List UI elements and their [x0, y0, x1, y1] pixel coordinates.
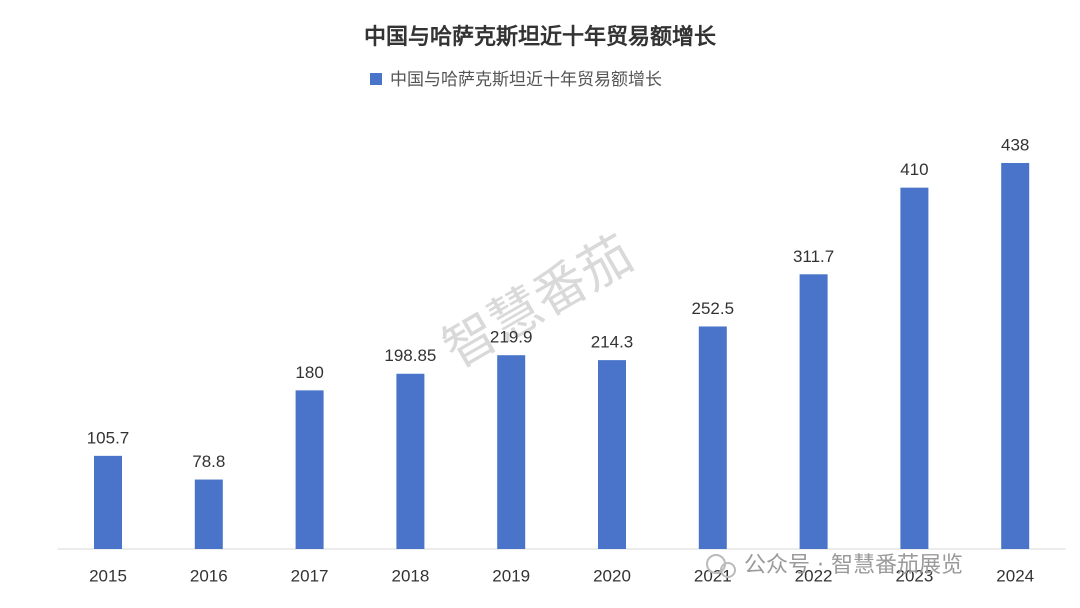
account-watermark: 公众号 · 智慧番茄展览 — [706, 553, 963, 578]
data-label: 219.9 — [490, 328, 533, 347]
data-label: 78.8 — [192, 452, 225, 471]
x-tick-label: 2019 — [492, 566, 530, 585]
data-label: 180 — [295, 363, 323, 382]
watermark-icon — [720, 562, 736, 578]
data-label: 311.7 — [793, 247, 834, 266]
bar — [396, 373, 425, 549]
legend-label: 中国与哈萨克斯坦近十年贸易额增长 — [390, 70, 662, 90]
data-label: 410 — [900, 160, 928, 179]
bar — [598, 360, 626, 549]
bar — [497, 355, 526, 549]
data-label: 105.7 — [87, 428, 130, 447]
data-label: 198.85 — [384, 346, 436, 365]
bar — [698, 326, 727, 549]
bar — [799, 274, 828, 549]
x-tick-label: 2023 — [895, 566, 933, 585]
chart-title: 中国与哈萨克斯坦近十年贸易额增长 — [364, 24, 717, 50]
x-tick-label: 2015 — [89, 566, 127, 585]
x-tick-label: 2016 — [190, 566, 228, 585]
data-label: 252.5 — [692, 299, 735, 318]
bar — [1001, 162, 1030, 549]
x-tick-label: 2024 — [996, 566, 1034, 585]
legend-swatch — [370, 73, 382, 85]
bar — [194, 479, 223, 549]
watermark: 智慧番茄 — [433, 224, 643, 380]
data-label: 438 — [1001, 135, 1029, 154]
x-tick-label: 2020 — [593, 566, 631, 585]
x-tick-label: 2017 — [291, 566, 329, 585]
bar — [900, 187, 929, 550]
bar — [295, 390, 324, 549]
watermark-text: 公众号 · 智慧番茄展览 — [744, 553, 963, 578]
data-label: 214.3 — [591, 333, 634, 352]
x-tick-label: 2022 — [795, 566, 833, 585]
bar — [94, 455, 122, 549]
x-tick-label: 2018 — [391, 566, 429, 585]
